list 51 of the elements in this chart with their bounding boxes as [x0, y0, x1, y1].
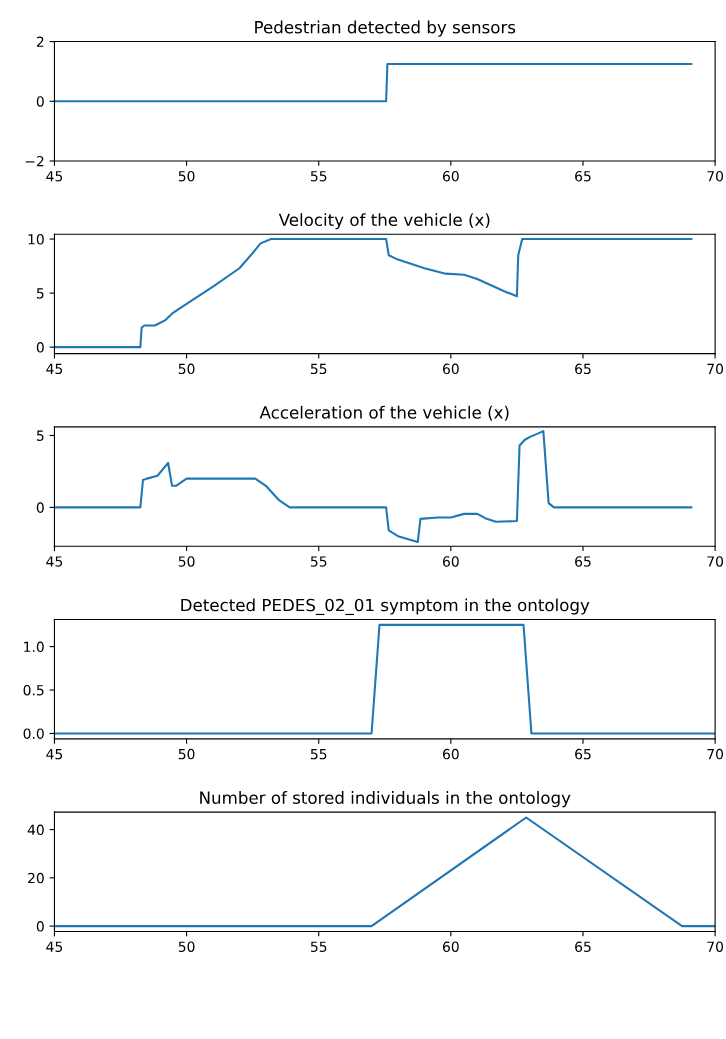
x-tick-label: 70: [707, 941, 724, 952]
y-tick-label: 5: [36, 430, 44, 441]
x-tick-label: 50: [178, 941, 195, 952]
x-tick-label: 60: [442, 748, 459, 760]
chart-title: Velocity of the vehicle (x): [278, 213, 490, 230]
chart-title: Pedestrian detected by sensors: [255, 20, 516, 37]
y-tick-label: 40: [27, 824, 44, 836]
x-tick-label: 70: [707, 556, 724, 567]
x-tick-label: 60: [442, 941, 459, 952]
y-tick-label: 0: [36, 96, 44, 107]
x-tick-label: 45: [46, 749, 63, 760]
y-tick-label: 20: [28, 872, 44, 884]
x-tick-label: 70: [707, 170, 724, 182]
chart-title: Acceleration of the vehicle (x): [259, 405, 509, 421]
chart-title: Detected PEDES_02_01 symptom in the ontology: [181, 598, 590, 616]
x-tick-label: 55: [310, 941, 327, 952]
x-tick-label: 65: [575, 748, 591, 760]
x-tick-label: 55: [310, 171, 327, 182]
x-tick-label: 55: [310, 556, 327, 567]
line-series: [54, 238, 693, 349]
x-tick-label: 65: [575, 170, 591, 182]
x-tick-label: 55: [310, 749, 327, 760]
x-tick-label: 45: [46, 556, 63, 567]
y-tick-label: 1.0: [24, 641, 44, 653]
y-tick-label: 0: [36, 921, 44, 932]
x-tick-label: 60: [442, 170, 459, 182]
x-tick-label: 70: [707, 363, 724, 375]
x-tick-label: 65: [575, 363, 591, 375]
y-tick-label: 5: [36, 288, 44, 299]
y-tick-label: 10: [28, 234, 44, 245]
x-tick-label: 45: [46, 171, 63, 182]
chart-title: Number of stored individuals in the ontology: [200, 791, 571, 808]
y-tick-label: 0: [36, 342, 44, 353]
x-tick-label: 45: [46, 363, 63, 375]
x-tick-label: 60: [442, 363, 459, 375]
x-tick-label: 50: [178, 363, 195, 375]
y-tick-label: 0.0: [23, 728, 44, 739]
line-series: [54, 430, 693, 543]
x-tick-label: 65: [575, 941, 591, 952]
y-tick-label: 0: [36, 502, 44, 513]
x-tick-label: 55: [310, 363, 327, 375]
x-tick-label: 65: [575, 556, 591, 567]
x-tick-label: 70: [707, 748, 724, 760]
y-tick-label: 0.5: [23, 684, 44, 696]
x-tick-label: 50: [178, 748, 195, 760]
x-tick-label: 50: [178, 556, 195, 567]
y-tick-label: 2: [36, 36, 44, 47]
y-tick-label: −2: [25, 155, 44, 167]
x-tick-label: 45: [46, 941, 63, 952]
x-tick-label: 50: [178, 170, 195, 182]
x-tick-label: 60: [442, 556, 459, 567]
